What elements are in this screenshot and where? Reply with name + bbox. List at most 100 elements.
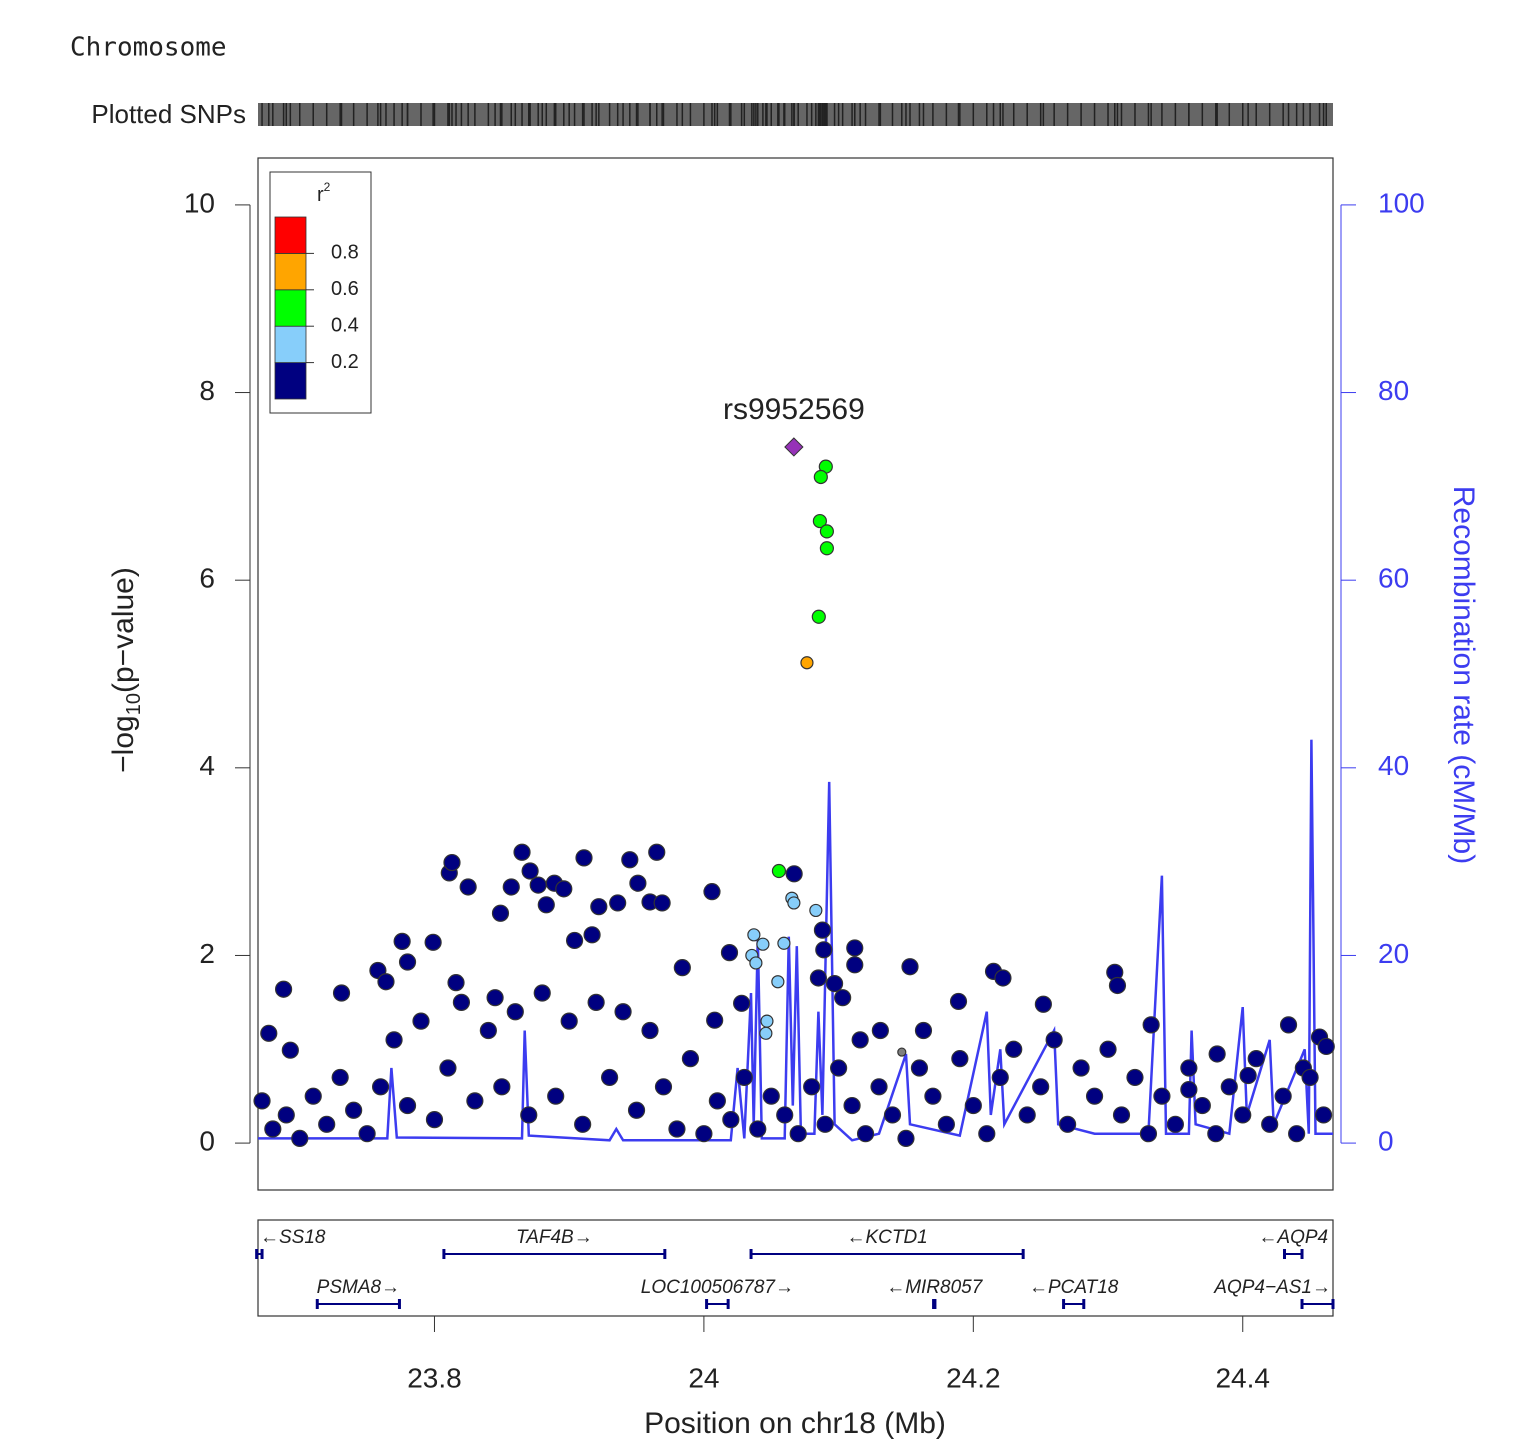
snp-point xyxy=(393,932,411,950)
snp-point xyxy=(555,880,573,898)
snp-point xyxy=(1317,1037,1335,1056)
legend-swatch xyxy=(274,325,307,364)
snp-point xyxy=(614,1003,632,1021)
lead-snp xyxy=(784,437,804,457)
snp-point xyxy=(575,849,593,867)
y-axis-title: −log10(p−value) xyxy=(107,567,145,773)
lead-label: rs9952569 xyxy=(723,393,865,426)
snp-point xyxy=(846,939,864,957)
snp-point xyxy=(385,1031,403,1049)
legend-title-sup: 2 xyxy=(324,180,331,194)
legend-tick-label: 0.6 xyxy=(331,278,359,300)
snp-point xyxy=(851,1031,869,1049)
snp-point xyxy=(870,1078,888,1096)
snp-point xyxy=(537,896,555,914)
rug-label: Plotted SNPs xyxy=(91,99,246,129)
snp-point xyxy=(1247,1050,1265,1068)
snp-point xyxy=(777,936,791,950)
y-title-part: (p−value) xyxy=(107,567,140,693)
snp-point xyxy=(809,903,823,918)
snp-point xyxy=(318,1115,336,1133)
gene-label: ←MIR8057 xyxy=(886,1277,984,1298)
snp-point xyxy=(883,1106,902,1124)
snp-point xyxy=(1032,1078,1050,1096)
snp-point xyxy=(871,1021,889,1040)
snp-point xyxy=(1018,1106,1036,1124)
snp-point xyxy=(1139,1125,1158,1143)
snp-point xyxy=(897,1047,907,1057)
snp-point xyxy=(345,1101,363,1119)
snp-point xyxy=(560,1012,578,1030)
rug-band xyxy=(258,103,1333,126)
snp-point xyxy=(654,1078,673,1096)
snp-point xyxy=(424,933,442,951)
gene-label: ←AQP4 xyxy=(1258,1227,1328,1248)
snp-point xyxy=(813,469,828,485)
gene-label: LOC100506787→ xyxy=(641,1277,794,1298)
snp-point xyxy=(706,1011,724,1029)
snp-point xyxy=(1045,1031,1063,1049)
plot-frame xyxy=(257,157,1334,1191)
snp-point xyxy=(813,921,832,939)
snp-point xyxy=(565,931,584,950)
snp-point xyxy=(253,1092,271,1110)
legend-swatch xyxy=(274,362,307,400)
snp-point xyxy=(1274,1087,1292,1105)
snp-point xyxy=(547,1087,565,1105)
snp-point xyxy=(653,894,671,912)
gene-label: ←SS18 xyxy=(260,1227,326,1248)
snp-point xyxy=(1288,1125,1306,1143)
snp-point xyxy=(590,898,608,916)
snp-point xyxy=(466,1092,484,1110)
snp-point xyxy=(771,863,787,879)
y-title-sub: 10 xyxy=(123,693,145,715)
snp-point xyxy=(425,1111,444,1129)
snp-point xyxy=(819,524,834,539)
snp-point xyxy=(964,1096,982,1115)
snp-point xyxy=(447,974,465,992)
snp-point xyxy=(673,959,691,977)
snp-point xyxy=(681,1050,700,1068)
snp-point xyxy=(811,609,826,624)
snp-point xyxy=(819,541,834,556)
snp-point xyxy=(439,1059,457,1077)
gene-panel xyxy=(257,1219,1334,1317)
snp-point xyxy=(924,1087,942,1105)
snp-point xyxy=(1108,976,1127,995)
gene-label: TAF4B→ xyxy=(516,1227,593,1248)
snp-point xyxy=(621,851,639,869)
snp-point xyxy=(787,896,801,910)
snp-point xyxy=(825,974,844,993)
legend-tick-label: 0.8 xyxy=(331,242,359,264)
snp-point xyxy=(856,1125,875,1143)
snp-point xyxy=(809,969,828,987)
snp-point xyxy=(1085,1087,1104,1105)
snp-point xyxy=(747,928,761,942)
gene-label: AQP4−AS1→ xyxy=(1213,1277,1331,1298)
snp-point xyxy=(1005,1040,1023,1058)
snp-point xyxy=(609,894,627,912)
snp-point xyxy=(735,1068,753,1087)
y2-tick-label: 20 xyxy=(1378,938,1409,969)
snp-point xyxy=(398,1096,417,1115)
y2-axis-title: Recombination rate (cM/Mb) xyxy=(1447,486,1480,864)
snp-point xyxy=(703,883,721,901)
snp-point xyxy=(260,1024,278,1042)
legend-title-r: r xyxy=(317,184,324,206)
snp-point xyxy=(491,904,510,922)
snp-point xyxy=(1301,1068,1319,1087)
snp-point xyxy=(264,1120,282,1138)
snp-point xyxy=(443,853,461,872)
snp-point xyxy=(493,1078,511,1096)
snp-point xyxy=(600,1068,619,1087)
snp-point xyxy=(1239,1066,1257,1085)
snp-point xyxy=(759,1026,773,1040)
snp-point xyxy=(506,1003,524,1021)
snp-point xyxy=(843,1096,861,1115)
snp-point xyxy=(574,1115,592,1133)
snp-point xyxy=(1279,1016,1298,1034)
legend-tick-label: 0.2 xyxy=(331,351,359,373)
snp-point xyxy=(1208,1045,1226,1063)
snp-point xyxy=(708,1092,726,1110)
